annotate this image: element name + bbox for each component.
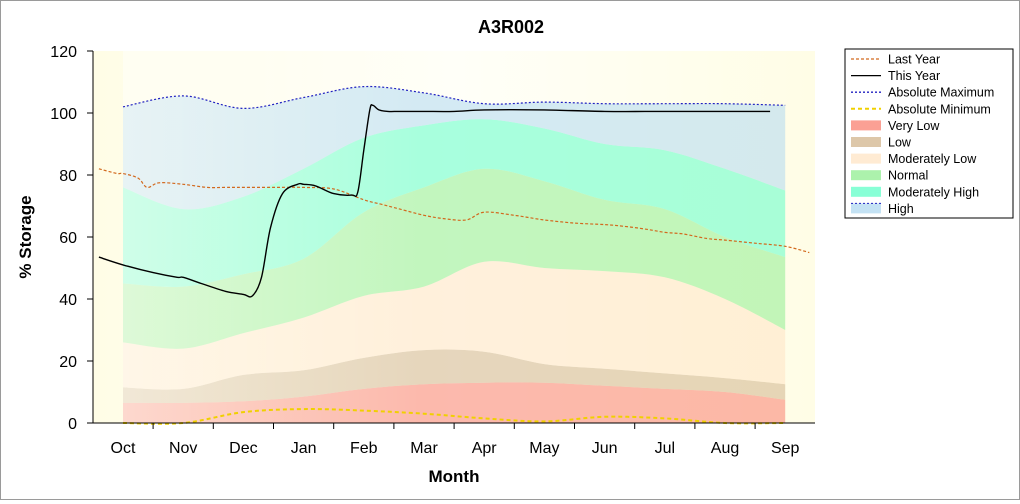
legend-label: Low [888, 136, 912, 150]
x-tick-label: Feb [350, 440, 378, 457]
series-absolute-minimum [122, 408, 786, 425]
x-tick-label: Oct [111, 440, 136, 457]
legend-label: Last Year [888, 53, 940, 67]
legend-swatch [851, 170, 881, 181]
legend-item-absolute-maximum: Absolute Maximum [851, 86, 994, 100]
x-tick-label: Apr [472, 440, 498, 457]
y-tick-label: 60 [59, 230, 77, 247]
legend-item-low: Low [851, 136, 912, 150]
y-tick-label: 0 [68, 416, 77, 433]
bands-layer [123, 51, 786, 423]
legend-label: Absolute Minimum [888, 102, 991, 116]
x-tick-label: May [529, 440, 559, 457]
y-tick-label: 40 [59, 292, 77, 309]
x-ticks: Oct Nov Dec Jan Feb Mar Apr May Jun Jul Aug Sep [111, 423, 800, 457]
legend-label: Moderately Low [888, 152, 977, 166]
legend-label: This Year [888, 69, 940, 83]
legend-item-normal: Normal [851, 169, 928, 183]
legend-swatch [851, 120, 881, 131]
x-tick-label: Aug [711, 440, 739, 457]
x-axis-title: Month [429, 467, 480, 486]
y-tick-label: 100 [50, 106, 77, 123]
legend-label: Absolute Maximum [888, 86, 994, 100]
legend: Last Year This Year Absolute Maximum Absolu… [844, 48, 1014, 219]
x-tick-label: Sep [771, 440, 800, 457]
y-tick-label: 20 [59, 354, 77, 371]
y-tick-label: 120 [50, 44, 77, 61]
x-tick-label: Nov [169, 440, 197, 457]
y-axis-title: % Storage [16, 195, 35, 278]
legend-item-this-year: This Year [851, 69, 940, 83]
legend-item-moderately-low: Moderately Low [851, 152, 977, 166]
legend-label: High [888, 202, 914, 216]
chart-title: A3R002 [478, 17, 544, 37]
series-this-year [98, 104, 771, 298]
legend-swatch [851, 153, 881, 164]
legend-item-very-low: Very Low [851, 119, 940, 133]
y-tick-label: 80 [59, 168, 77, 185]
legend-item-last-year: Last Year [851, 53, 940, 67]
x-tick-label: Jul [655, 440, 675, 457]
legend-swatch [851, 137, 881, 147]
legend-swatch [851, 186, 881, 197]
legend-label: Very Low [888, 119, 940, 133]
legend-label: Normal [888, 169, 928, 183]
x-tick-label: Jan [291, 440, 317, 457]
legend-item-moderately-high: Moderately High [851, 185, 979, 199]
x-tick-label: Mar [410, 440, 438, 457]
x-tick-label: Dec [229, 440, 257, 457]
legend-item-high: High [851, 202, 914, 216]
legend-item-absolute-minimum: Absolute Minimum [851, 102, 991, 116]
y-ticks: 0 20 40 60 80 100 120 [50, 44, 93, 433]
series-last-year [98, 168, 810, 254]
x-tick-label: Jun [592, 440, 618, 457]
legend-swatch [851, 203, 881, 214]
series-layer [98, 85, 810, 425]
band-highlight [123, 51, 786, 423]
series-absolute-maximum [122, 85, 786, 110]
legend-label: Moderately High [888, 185, 979, 199]
